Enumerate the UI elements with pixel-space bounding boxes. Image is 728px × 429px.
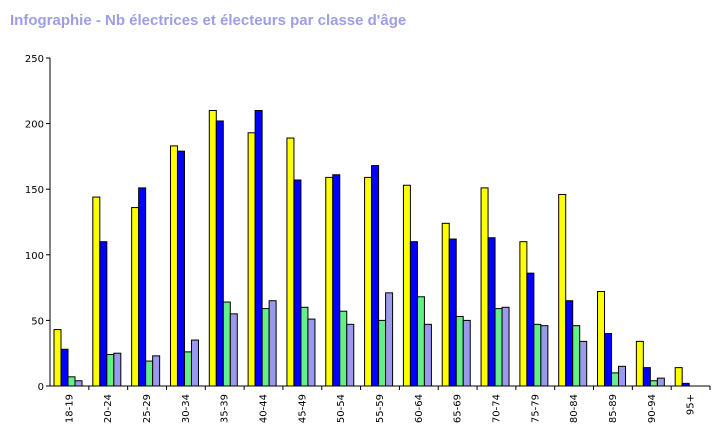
bar-55-59-2: [378, 319, 387, 387]
x-tick-label: 18-19: [64, 394, 75, 423]
x-tick-label: 95+: [686, 394, 697, 415]
chart-tick-labels: 0 50 100 150 200 250 18-19 20-24 25-29 30-34 35-39…: [25, 54, 697, 423]
x-tick-label: 60-64: [414, 394, 425, 423]
bar-25-29-3: [152, 355, 161, 387]
x-tick-label: 35-39: [220, 394, 231, 423]
bar-70-74-1: [487, 237, 496, 387]
x-tick-label: 75-79: [530, 394, 541, 423]
bar-80-84-0: [558, 193, 567, 387]
bar-85-89-1: [604, 333, 613, 387]
bar-35-39-1: [215, 120, 224, 387]
y-tick-label: 200: [25, 120, 44, 131]
bar-45-49-1: [293, 179, 302, 387]
bar-95+-0: [674, 367, 683, 387]
x-tick-label: 45-49: [297, 394, 308, 423]
bar-55-59-0: [364, 176, 373, 387]
bar-85-89-3: [618, 365, 627, 387]
y-tick-label: 250: [25, 54, 44, 65]
x-tick-label: 20-24: [103, 394, 114, 423]
y-tick-label: 50: [31, 316, 44, 327]
bar-70-74-3: [501, 306, 510, 387]
bar-60-64-3: [423, 323, 432, 387]
chart-title: Infographie - Nb électrices et électeurs…: [10, 12, 407, 29]
bar-40-44-1: [254, 109, 263, 387]
bar-55-59-1: [371, 165, 380, 387]
bar-90-94-2: [649, 380, 658, 387]
x-tick-label: 30-34: [181, 394, 192, 423]
bar-80-84-3: [579, 340, 588, 387]
bar-65-69-1: [448, 238, 457, 387]
bar-20-24-1: [99, 241, 108, 387]
bar-25-29-2: [145, 360, 154, 387]
bar-75-79-3: [540, 325, 549, 387]
bar-60-64-0: [402, 184, 411, 387]
bar-80-84-2: [572, 325, 581, 387]
bar-18-19-1: [60, 348, 69, 387]
bar-80-84-1: [565, 300, 574, 387]
bar-40-44-0: [247, 132, 256, 387]
bar-85-89-2: [611, 372, 620, 387]
bar-90-94-3: [656, 377, 665, 387]
bar-45-49-3: [307, 318, 316, 387]
x-tick-label: 50-54: [336, 394, 347, 423]
bar-65-69-3: [462, 319, 471, 387]
bar-35-39-3: [229, 313, 238, 387]
bar-70-74-2: [494, 308, 503, 387]
bar-25-29-0: [131, 207, 140, 387]
y-tick-label: 0: [38, 382, 44, 393]
bar-75-79-2: [533, 323, 542, 387]
bar-90-94-0: [635, 340, 644, 387]
bar-55-59-3: [385, 292, 394, 387]
bar-50-54-3: [346, 323, 355, 387]
x-tick-label: 40-44: [259, 394, 270, 423]
bar-60-64-1: [409, 241, 418, 387]
bar-25-29-1: [138, 187, 147, 387]
bar-50-54-2: [339, 310, 348, 387]
bar-18-19-3: [74, 380, 83, 387]
bar-65-69-0: [441, 222, 450, 387]
bar-50-54-0: [325, 176, 334, 387]
bar-60-64-2: [416, 296, 425, 387]
bar-70-74-0: [480, 187, 489, 387]
bar-30-34-3: [190, 339, 199, 387]
bar-45-49-0: [286, 137, 295, 387]
bar-75-79-1: [526, 272, 535, 387]
bar-40-44-2: [261, 308, 270, 387]
x-tick-label: 70-74: [491, 394, 502, 423]
y-tick-label: 100: [25, 251, 44, 262]
bar-35-39-0: [208, 109, 217, 387]
x-tick-label: 25-29: [142, 394, 153, 423]
bar-65-69-2: [455, 315, 464, 387]
bar-30-34-0: [169, 145, 178, 387]
bar-35-39-2: [222, 301, 231, 387]
bar-90-94-1: [642, 367, 651, 387]
bar-18-19-2: [67, 376, 76, 387]
bar-30-34-2: [183, 351, 192, 387]
bar-20-24-3: [113, 352, 122, 387]
x-tick-label: 65-69: [453, 394, 464, 423]
bar-40-44-3: [268, 300, 277, 387]
bar-30-34-1: [176, 150, 185, 387]
bar-85-89-0: [597, 291, 606, 387]
x-tick-label: 55-59: [375, 394, 386, 423]
bar-75-79-0: [519, 241, 528, 387]
bar-45-49-2: [300, 306, 309, 387]
x-tick-label: 80-84: [569, 394, 580, 423]
chart-bars: [53, 109, 690, 387]
bar-50-54-1: [332, 174, 341, 387]
x-tick-label: 85-89: [608, 394, 619, 423]
y-tick-label: 150: [25, 185, 44, 196]
x-tick-label: 90-94: [647, 394, 658, 423]
bar-18-19-0: [53, 329, 62, 387]
bar-95+-1: [681, 382, 690, 387]
bar-20-24-0: [92, 196, 101, 387]
bar-20-24-2: [106, 354, 115, 387]
